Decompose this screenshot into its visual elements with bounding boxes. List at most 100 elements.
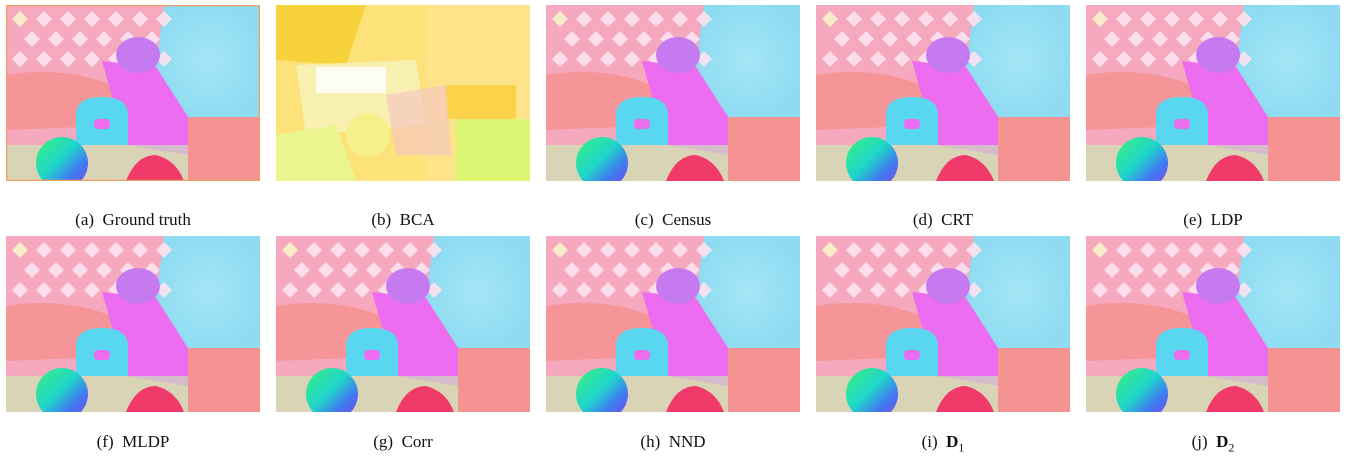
lattice-diamond <box>624 11 640 27</box>
lattice-diamond <box>600 51 616 67</box>
lattice-diamond <box>156 242 172 258</box>
lattice-diamond <box>1140 282 1156 298</box>
lattice-diamond <box>1092 282 1108 298</box>
lattice-diamond <box>906 262 922 278</box>
lattice-diamond <box>402 242 418 258</box>
lattice-diamond <box>858 31 874 47</box>
cyan-d-hole <box>94 350 110 360</box>
caption-h: (h) NND <box>546 432 800 452</box>
lattice-diamond <box>942 242 958 258</box>
flow-image-corr <box>276 236 530 412</box>
bca-segment <box>456 119 530 181</box>
bca-segment <box>276 125 356 181</box>
caption-i-label: (i) <box>921 432 938 451</box>
lattice-diamond <box>600 242 616 258</box>
flow-image-d2 <box>1086 236 1340 412</box>
lattice-diamond <box>12 51 28 67</box>
flow-image-d1 <box>816 236 1070 412</box>
lattice-diamond <box>1188 11 1204 27</box>
lattice-diamond <box>330 282 346 298</box>
caption-b-name: BCA <box>399 210 435 229</box>
lattice-diamond <box>636 31 652 47</box>
lattice-diamond <box>894 11 910 27</box>
colour-wheel-ball <box>1116 137 1168 181</box>
caption-g-name: Corr <box>401 432 433 451</box>
lattice-diamond <box>1164 242 1180 258</box>
caption-b: (b) BCA <box>276 210 530 230</box>
red-blob <box>1206 386 1264 412</box>
lattice-diamond <box>552 242 568 258</box>
lattice-diamond <box>1152 262 1168 278</box>
red-blob <box>396 386 454 412</box>
lattice-diamond <box>822 11 838 27</box>
salmon-block <box>1268 348 1340 412</box>
cyan-region <box>1236 236 1340 348</box>
red-blob <box>126 155 184 181</box>
lattice-diamond <box>846 51 862 67</box>
lattice-diamond <box>600 11 616 27</box>
lattice-diamond <box>378 242 394 258</box>
lattice-diamond <box>1164 282 1180 298</box>
lattice-diamond <box>1140 51 1156 67</box>
cyan-region <box>426 236 530 348</box>
colour-wheel-ball <box>846 137 898 181</box>
lattice-diamond <box>12 282 28 298</box>
lattice-diamond <box>648 11 664 27</box>
lattice-diamond <box>306 282 322 298</box>
lattice-diamond <box>72 31 88 47</box>
lattice-diamond <box>894 242 910 258</box>
lattice-diamond <box>696 11 712 27</box>
caption-g: (g) Corr <box>276 432 530 452</box>
lattice-diamond <box>24 262 40 278</box>
lattice-diamond <box>1236 11 1252 27</box>
lattice-diamond <box>870 51 886 67</box>
caption-j-label: (j) <box>1191 432 1208 451</box>
cyan-d-hole <box>904 119 920 129</box>
caption-e-label: (e) <box>1183 210 1203 229</box>
caption-f-label: (f) <box>96 432 114 451</box>
bca-segment <box>316 67 386 93</box>
cyan-region <box>966 236 1070 348</box>
caption-i-name: D <box>946 432 959 451</box>
lattice-diamond <box>624 51 640 67</box>
lattice-diamond <box>1176 262 1192 278</box>
caption-c-label: (c) <box>634 210 654 229</box>
purple-ball <box>1196 37 1240 73</box>
caption-d: (d) CRT <box>816 210 1070 230</box>
panel-i-image <box>816 236 1070 412</box>
lattice-diamond <box>834 31 850 47</box>
colour-wheel-ball <box>36 368 88 412</box>
lattice-diamond <box>1092 242 1108 258</box>
lattice-diamond <box>846 11 862 27</box>
cyan-d-hole <box>1174 119 1190 129</box>
lattice-diamond <box>366 262 382 278</box>
lattice-diamond <box>12 11 28 27</box>
lattice-diamond <box>36 282 52 298</box>
lattice-diamond <box>588 262 604 278</box>
lattice-diamond <box>36 11 52 27</box>
purple-ball <box>116 37 160 73</box>
flow-image-nnd <box>546 236 800 412</box>
lattice-diamond <box>624 242 640 258</box>
lattice-diamond <box>966 242 982 258</box>
lattice-diamond <box>60 282 76 298</box>
purple-ball <box>656 37 700 73</box>
lattice-diamond <box>552 282 568 298</box>
purple-ball <box>116 268 160 304</box>
lattice-diamond <box>60 51 76 67</box>
flow-image-bca <box>276 5 530 181</box>
lattice-diamond <box>1128 262 1144 278</box>
red-blob <box>936 155 994 181</box>
lattice-diamond <box>576 242 592 258</box>
red-blob <box>126 386 184 412</box>
lattice-diamond <box>36 242 52 258</box>
lattice-diamond <box>294 262 310 278</box>
caption-a-name: Ground truth <box>102 210 191 229</box>
panel-j-image <box>1086 236 1340 412</box>
lattice-diamond <box>330 242 346 258</box>
lattice-diamond <box>48 262 64 278</box>
panel-b-image <box>276 5 530 181</box>
cyan-d-hole <box>904 350 920 360</box>
lattice-diamond <box>576 11 592 27</box>
lattice-diamond <box>894 51 910 67</box>
